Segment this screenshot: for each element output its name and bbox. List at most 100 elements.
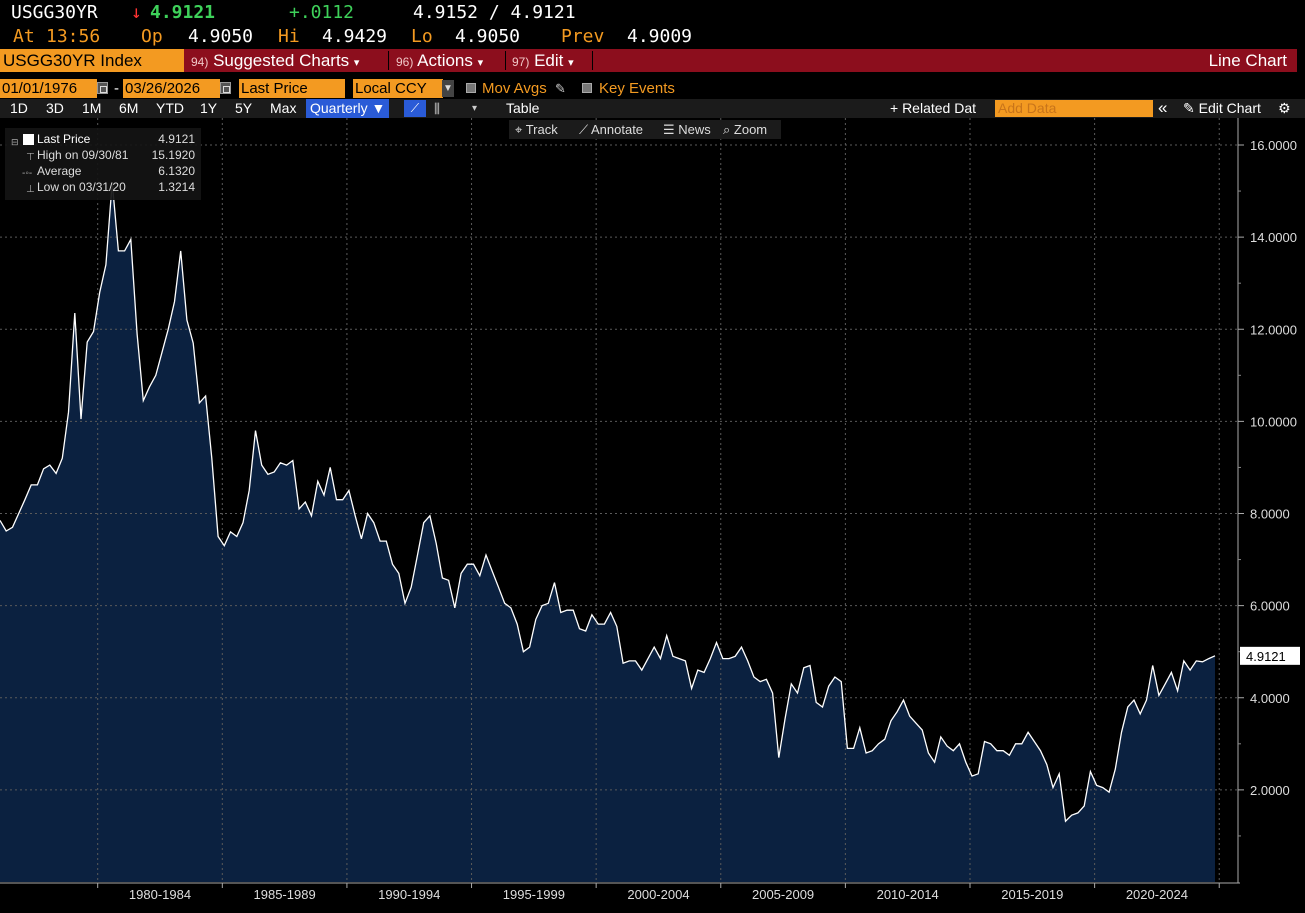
line-chart-icon[interactable]: ⟋ (404, 100, 426, 117)
prev-label: Prev (561, 26, 605, 47)
key-events-label[interactable]: Key Events (599, 80, 675, 97)
mov-avgs-label[interactable]: Mov Avgs (482, 80, 547, 97)
date-separator: - (114, 80, 119, 97)
legend-low-value: 1.3214 (158, 180, 195, 194)
field-selector[interactable]: Last Price (239, 79, 345, 98)
actions-button[interactable]: 96) Actions ▾ (396, 49, 483, 72)
y-tick-label: 6.0000 (1250, 599, 1290, 614)
ticker[interactable]: USGG30YR (11, 2, 98, 23)
range-3d[interactable]: 3D (46, 100, 64, 116)
related-data-button[interactable]: + Related Dat (890, 100, 976, 116)
chart-tools: ⌖ Track ⟋ Annotate ☰ News ⌕ Zoom (509, 120, 781, 139)
edit-chart-button[interactable]: ✎ Edit Chart (1183, 100, 1261, 116)
news-button[interactable]: ☰ News (663, 122, 711, 137)
range-ytd[interactable]: YTD (156, 100, 184, 116)
collapse-icon[interactable]: ⊟ (11, 137, 19, 147)
x-tick-label: 2015-2019 (1001, 887, 1063, 902)
price-chart[interactable]: 1980-1984 1985-1989 1990-1994 1995-1999 2000… (0, 118, 1305, 913)
y-tick-label: 8.0000 (1250, 507, 1290, 522)
x-tick-label: 1995-1999 (503, 887, 565, 902)
legend-average: -◦- Average 6.1320 (5, 163, 201, 179)
x-tick-label: 2010-2014 (877, 887, 939, 902)
legend-avg-label: Average (37, 164, 82, 178)
divider (388, 51, 389, 70)
quote-header: USGG30YR ↓ 4.9121 +.0112 4.9152 / 4.9121… (0, 0, 1305, 48)
y-tick-label: 14.0000 (1250, 230, 1297, 245)
prev-value: 4.9009 (627, 26, 693, 47)
low-label: Lo (411, 26, 433, 47)
table-button[interactable]: Table (506, 100, 540, 116)
title-bar: USGG30YR Index 94) Suggested Charts ▾ 96… (0, 49, 1297, 72)
chevron-down-icon[interactable]: ▾ (472, 103, 478, 114)
last-value-text: 4.9121 (1246, 649, 1286, 664)
legend-low-label: Low on 03/31/20 (37, 180, 126, 194)
divider (505, 51, 506, 70)
annotate-button[interactable]: ⟋ Annotate (579, 122, 644, 137)
bid-ask: 4.9152 / 4.9121 (413, 2, 576, 23)
down-arrow-icon: ↓ (131, 2, 142, 23)
chevron-down-icon: ▾ (568, 57, 574, 69)
end-date-input[interactable]: 03/26/2026 (123, 79, 220, 98)
chart-type-label[interactable]: Line Chart (1208, 51, 1287, 70)
y-tick-label: 12.0000 (1250, 322, 1297, 337)
legend-high-value: 15.1920 (151, 148, 195, 162)
high-value: 4.9429 (322, 26, 388, 47)
chevron-down-icon[interactable]: ▼ (442, 80, 454, 97)
at-label: At (13, 26, 35, 47)
y-tick-label: 2.0000 (1250, 783, 1290, 798)
series-swatch (23, 134, 34, 145)
chart-legend: ⊟ Last Price 4.9121 ⊤ High on 09/30/81 1… (5, 128, 201, 200)
legend-last-value: 4.9121 (158, 132, 195, 146)
range-1d[interactable]: 1D (10, 100, 28, 116)
zoom-button[interactable]: ⌕ Zoom (723, 122, 768, 137)
net-change: +.0112 (289, 2, 355, 23)
range-1m[interactable]: 1M (82, 100, 102, 116)
gear-icon[interactable]: ⚙ (1278, 100, 1291, 116)
chevron-down-icon: ▾ (477, 57, 484, 69)
add-data-input[interactable]: Add Data (995, 100, 1153, 117)
y-tick-label: 4.0000 (1250, 691, 1290, 706)
series-line (0, 182, 1216, 823)
legend-last: ⊟ Last Price 4.9121 (5, 131, 201, 147)
legend-last-label: Last Price (37, 132, 91, 146)
currency-selector[interactable]: Local CCY (353, 79, 443, 98)
actions-label: Actions (417, 51, 473, 70)
mov-avgs-checkbox[interactable] (466, 83, 476, 93)
chevron-down-icon: ▾ (353, 57, 360, 69)
calendar-icon[interactable] (220, 82, 231, 94)
collapse-icon[interactable]: « (1158, 98, 1168, 117)
x-tick-label: 2005-2009 (752, 887, 814, 902)
average-marker-icon: -◦- (22, 168, 33, 179)
y-tick-label: 10.0000 (1250, 414, 1297, 429)
legend-high-label: High on 09/30/81 (37, 148, 129, 162)
suggested-charts-button[interactable]: 94) Suggested Charts ▾ (191, 49, 359, 72)
suggested-charts-label: Suggested Charts (213, 51, 350, 70)
legend-high: ⊤ High on 09/30/81 15.1920 (5, 147, 201, 163)
key-events-checkbox[interactable] (582, 83, 592, 93)
security-field[interactable]: USGG30YR Index (0, 49, 184, 72)
last-price: 4.9121 (150, 2, 216, 23)
x-tick-label: 1990-1994 (378, 887, 440, 902)
low-marker-icon: ⊥ (26, 184, 35, 195)
range-1y[interactable]: 1Y (200, 100, 218, 116)
calendar-icon[interactable] (97, 82, 108, 94)
period-selector[interactable]: Quarterly ▼ (306, 99, 390, 118)
actions-number: 96) (396, 55, 414, 69)
x-tick-label: 2000-2004 (627, 887, 689, 902)
last-value-tag (1240, 646, 1300, 665)
candlestick-icon[interactable]: ⫼ (434, 101, 440, 116)
y-tick-label: 16.0000 (1250, 138, 1297, 153)
edit-button[interactable]: 97) Edit ▾ (512, 49, 574, 72)
range-6m[interactable]: 6M (119, 100, 139, 116)
track-button[interactable]: ⌖ Track (515, 122, 558, 137)
x-tick-label: 2020-2024 (1126, 887, 1188, 902)
x-tick-label: 1985-1989 (254, 887, 316, 902)
security-name[interactable]: USGG30YR Index (3, 51, 142, 70)
quote-time: 13:56 (46, 26, 101, 47)
legend-avg-value: 6.1320 (158, 164, 195, 178)
range-max[interactable]: Max (270, 100, 297, 116)
range-toolbar: 1D 3D 1M 6M YTD 1Y 5Y Max Quarterly ▼ ⟋ … (0, 99, 1305, 118)
pencil-icon[interactable]: ✎ (555, 81, 566, 96)
start-date-input[interactable]: 01/01/1976 (0, 79, 97, 98)
range-5y[interactable]: 5Y (235, 100, 253, 116)
